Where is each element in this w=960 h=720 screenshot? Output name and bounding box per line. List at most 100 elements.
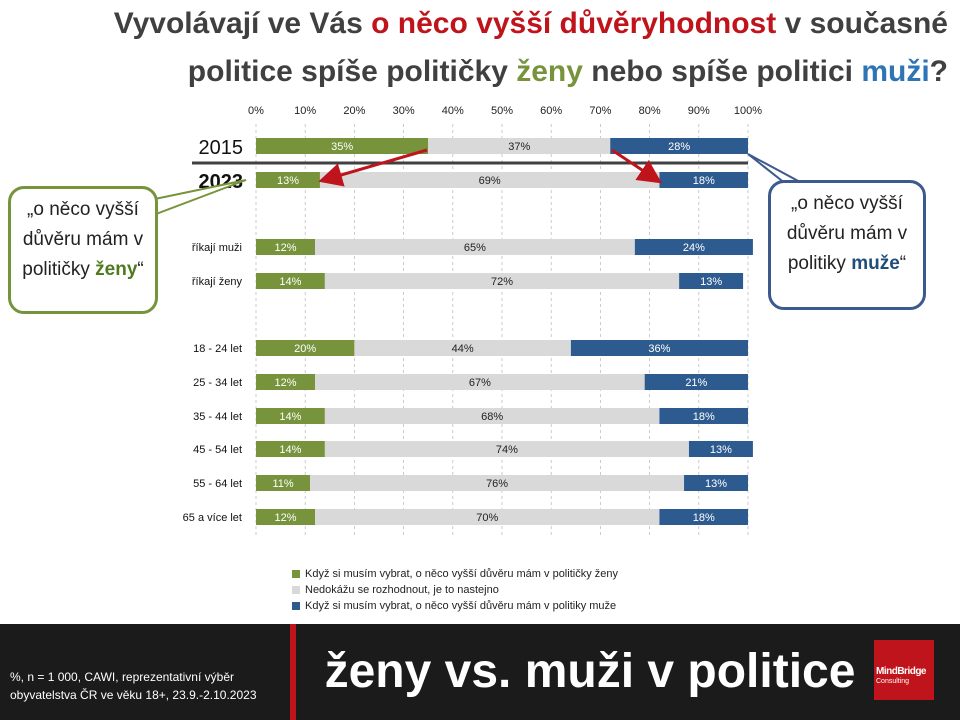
title-highlight: o něco vyšší důvěryhodnost bbox=[371, 7, 777, 40]
data-label: 11% bbox=[272, 478, 293, 490]
title-men-word: muži bbox=[861, 55, 930, 88]
bar-segment bbox=[256, 273, 325, 289]
x-tick-label: 20% bbox=[343, 105, 365, 117]
data-label: 72% bbox=[491, 276, 513, 288]
legend-swatch bbox=[292, 570, 300, 578]
footnote: %, n = 1 000, CAWI, reprezentativní výbě… bbox=[10, 670, 257, 702]
category-label: 35 - 44 let bbox=[193, 411, 242, 423]
footer-accent-line bbox=[290, 624, 296, 720]
change-arrow-women bbox=[318, 148, 428, 187]
bar-segment bbox=[684, 475, 748, 491]
x-tick-label: 70% bbox=[589, 105, 611, 117]
bar-segment bbox=[315, 509, 660, 525]
data-label: 14% bbox=[279, 444, 301, 456]
category-label: 45 - 54 let bbox=[193, 444, 242, 456]
page-title-line1: Vyvolávají ve Vás o něco vyšší důvěryhod… bbox=[113, 7, 948, 40]
bar-segment bbox=[319, 172, 660, 188]
x-tick-label: 40% bbox=[442, 105, 464, 117]
category-label: říkají ženy bbox=[192, 276, 243, 288]
x-tick-label: 60% bbox=[540, 105, 562, 117]
x-tick-label: 0% bbox=[248, 105, 264, 117]
legend-item: Když si musím vybrat, o něco vyšší důvěr… bbox=[292, 598, 618, 614]
data-label: 13% bbox=[700, 276, 722, 288]
data-label: 12% bbox=[275, 512, 297, 524]
bar-segment bbox=[256, 509, 316, 525]
bar-segment bbox=[256, 138, 429, 154]
bar-segment bbox=[610, 138, 748, 154]
data-label: 13% bbox=[277, 175, 299, 187]
category-label: 25 - 34 let bbox=[193, 377, 242, 389]
data-label: 68% bbox=[481, 411, 503, 423]
bar-segment bbox=[659, 408, 748, 424]
bar-segment bbox=[256, 340, 355, 356]
data-label: 44% bbox=[452, 343, 474, 355]
data-label: 24% bbox=[683, 242, 705, 254]
footer-bar: %, n = 1 000, CAWI, reprezentativní výbě… bbox=[0, 624, 960, 720]
bar-segment bbox=[315, 239, 635, 255]
bar-segment bbox=[428, 138, 611, 154]
bar-segment bbox=[256, 475, 311, 491]
x-tick-label: 80% bbox=[639, 105, 661, 117]
callout-women: „o něco vyšší důvěru mám v političky žen… bbox=[8, 186, 158, 314]
bar-segment bbox=[634, 239, 753, 255]
legend-label: Nedokážu se rozhodnout, je to nastejno bbox=[305, 584, 499, 596]
change-arrow-men bbox=[611, 148, 662, 184]
bar-segment bbox=[256, 172, 320, 188]
data-label: 18% bbox=[693, 175, 715, 187]
x-tick-label: 10% bbox=[294, 105, 316, 117]
category-label: 55 - 64 let bbox=[193, 478, 242, 490]
category-label: 2015 bbox=[199, 137, 244, 159]
bar-segment bbox=[570, 340, 748, 356]
bar-segment bbox=[256, 239, 316, 255]
bar-segment bbox=[256, 374, 316, 390]
bar-segment bbox=[256, 408, 325, 424]
legend-item: Nedokážu se rozhodnout, je to nastejno bbox=[292, 582, 618, 598]
data-label: 13% bbox=[710, 444, 732, 456]
bar-segment bbox=[679, 273, 744, 289]
data-label: 20% bbox=[294, 343, 316, 355]
data-label: 76% bbox=[486, 478, 508, 490]
data-label: 21% bbox=[685, 377, 707, 389]
legend-label: Když si musím vybrat, o něco vyšší důvěr… bbox=[305, 600, 617, 612]
data-label: 36% bbox=[648, 343, 670, 355]
bar-segment bbox=[324, 441, 689, 457]
legend-swatch bbox=[292, 586, 300, 594]
data-label: 65% bbox=[464, 242, 486, 254]
title-women-word: ženy bbox=[516, 55, 583, 88]
chart-legend: Když si musím vybrat, o něco vyšší důvěr… bbox=[292, 566, 618, 614]
data-label: 12% bbox=[275, 242, 297, 254]
legend-swatch bbox=[292, 602, 300, 610]
data-label: 67% bbox=[469, 377, 491, 389]
data-label: 14% bbox=[279, 411, 301, 423]
data-label: 70% bbox=[476, 512, 498, 524]
data-label: 18% bbox=[693, 512, 715, 524]
category-label: 65 a více let bbox=[183, 512, 242, 524]
bar-segment bbox=[354, 340, 571, 356]
bar-segment bbox=[315, 374, 645, 390]
x-tick-label: 30% bbox=[393, 105, 415, 117]
data-label: 18% bbox=[693, 411, 715, 423]
callout-men: „o něco vyšší důvěru mám v politiky muže… bbox=[768, 180, 926, 310]
legend-label: Když si musím vybrat, o něco vyšší důvěr… bbox=[305, 568, 618, 580]
data-label: 74% bbox=[496, 444, 518, 456]
bar-segment bbox=[644, 374, 748, 390]
bar-segment bbox=[659, 172, 748, 188]
bar-segment bbox=[310, 475, 685, 491]
data-label: 37% bbox=[508, 141, 530, 153]
bar-segment bbox=[324, 273, 680, 289]
footer-title: ženy vs. muži v politice bbox=[324, 645, 856, 698]
legend-item: Když si musím vybrat, o něco vyšší důvěr… bbox=[292, 566, 618, 582]
bar-segment bbox=[324, 408, 660, 424]
bar-segment bbox=[256, 441, 325, 457]
x-tick-label: 100% bbox=[734, 105, 762, 117]
stacked-bar-chart: 0% 10% 20% 30% 40% 50% 60% 70% 80% 90% 100% 35% 37% 2… bbox=[148, 105, 804, 538]
data-label: 14% bbox=[279, 276, 301, 288]
category-label: 18 - 24 let bbox=[193, 343, 242, 355]
data-label: 69% bbox=[479, 175, 501, 187]
data-label: 28% bbox=[668, 141, 690, 153]
bar-segment bbox=[688, 441, 753, 457]
company-logo: MindBridge Consulting bbox=[874, 640, 934, 700]
page-title-line2: politice spíše političky ženy nebo spíše… bbox=[187, 55, 948, 88]
bar-segment bbox=[659, 509, 748, 525]
data-label: 35% bbox=[331, 141, 353, 153]
